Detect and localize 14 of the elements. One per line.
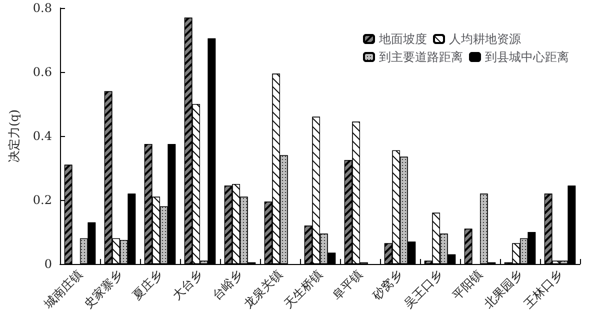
legend-label: 到县城中心距离 <box>485 50 569 64</box>
y-tick-label: 0.4 <box>32 129 52 143</box>
legend-label: 到主要道路距离 <box>379 50 463 64</box>
legend-label: 地面坡度 <box>378 32 427 46</box>
y-axis-title: 决定力(q) <box>7 109 21 163</box>
legend-label: 人均耕地资源 <box>449 32 521 46</box>
x-tick-label: 平阳镇 <box>450 267 485 302</box>
x-tick-label: 阜平镇 <box>330 267 365 302</box>
y-tick-label: 0.6 <box>32 65 52 79</box>
x-tick-label: 大台乡 <box>170 267 205 302</box>
x-tick-label: 夏庄乡 <box>130 267 165 302</box>
y-tick-label: 0.2 <box>32 193 52 207</box>
x-tick-label: 王林口乡 <box>521 267 565 311</box>
y-tick-label: 0.8 <box>32 1 52 15</box>
